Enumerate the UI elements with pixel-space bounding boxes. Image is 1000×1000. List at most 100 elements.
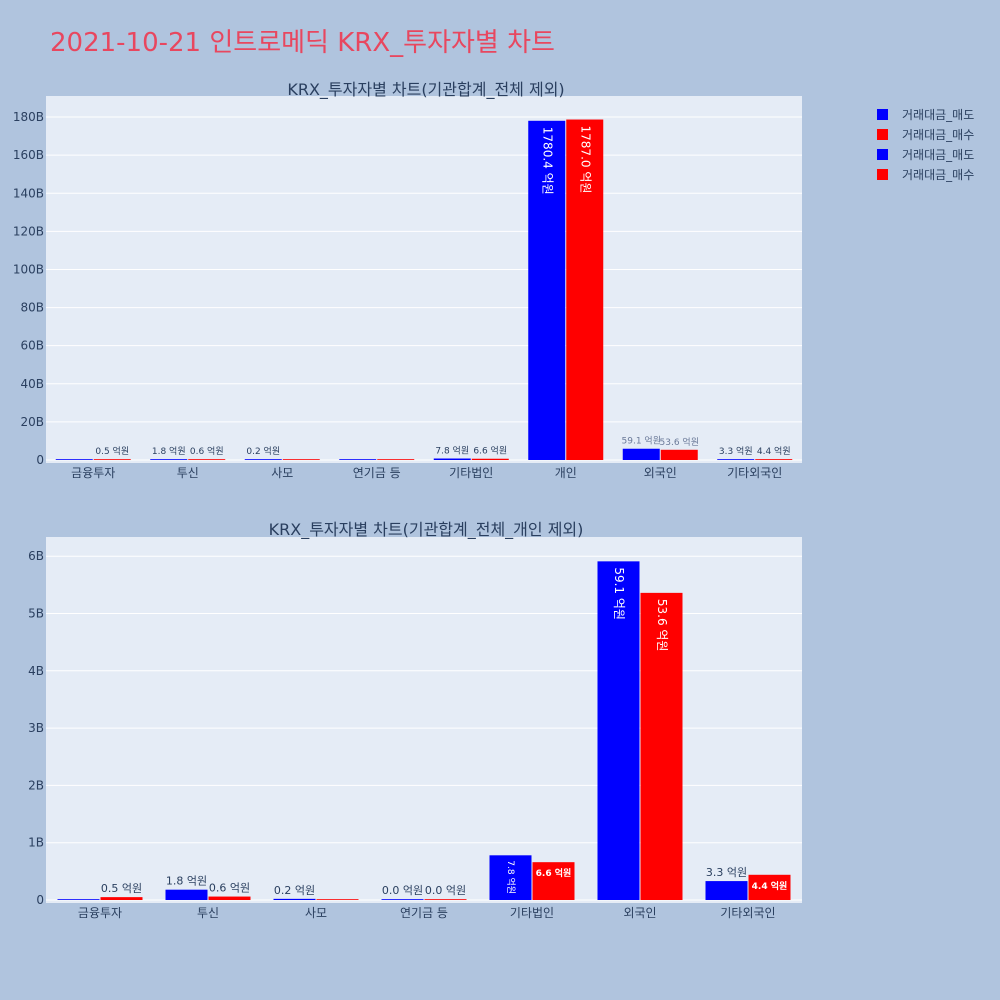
bar-label: 59.1 억원 [612,567,626,620]
bar-sell [55,459,93,460]
bar-label: 53.6 억원 [660,436,699,448]
bar-sell [528,120,566,460]
chart-2: 0 1B 2B 3B 4B 5B 6B KRX_투자자별 차트(기관합계_전체_개인 제외) 금… [28,520,802,920]
bar-sell [597,561,640,900]
y-tick-label: 120B [13,224,44,238]
bar-buy [566,119,604,460]
y-tick-label: 6B [28,549,44,563]
bar-sell [489,855,532,900]
bar-label: 0.5 억원 [95,445,129,457]
bar-buy [316,899,359,900]
legend-item[interactable]: 거래대금_매도 [902,108,974,122]
bar-buy [660,449,698,460]
chart-title: KRX_투자자별 차트(기관합계_전체_개인 제외) [269,520,584,540]
y-tick-label: 4B [28,664,44,678]
bar-sell [339,459,377,460]
chart-1: 0 20B 40B 60B 80B 100B 120B 140B 160B 180B KRX_투자자… [13,80,802,480]
x-tick-label: 금융투자 [78,906,122,920]
bar-label: 0.6 억원 [190,445,224,457]
bar-sell [622,448,660,460]
legend-item[interactable]: 거래대금_매수 [902,128,974,142]
bar-sell [381,899,424,900]
bar-buy [188,459,226,460]
y-tick-label: 60B [20,339,44,353]
bar-label: 4.4 억원 [752,880,788,892]
x-tick-label: 개인 [555,466,577,480]
bar-label: 6.6 억원 [536,867,572,879]
y-tick-label: 1B [28,836,44,850]
bar-label: 7.8 억원 [505,860,517,894]
y-tick-label: 3B [28,721,44,735]
legend-swatch [877,149,888,160]
bar-buy [93,459,131,460]
y-tick-label: 80B [20,301,44,315]
page-title: 2021-10-21 인트로메딕 KRX_투자자별 차트 [50,28,555,58]
bar-label: 0.0 억원 [382,884,423,897]
bar-buy [282,459,320,460]
bar-sell [150,459,188,460]
y-tick-label: 140B [13,186,44,200]
y-tick-label: 40B [20,377,44,391]
bar-sell [57,899,100,900]
plot-area [46,537,802,903]
bar-label: 0.2 억원 [274,884,315,897]
legend-item[interactable]: 거래대금_매도 [902,148,974,162]
x-tick-label: 투신 [197,906,219,920]
bar-label: 6.6 억원 [473,445,507,457]
bar-sell [705,881,748,900]
x-tick-label: 외국인 [623,906,656,920]
y-tick-label: 0 [36,893,44,907]
bar-label: 1.8 억원 [166,875,207,888]
bar-buy [640,592,683,900]
legend-swatch [877,169,888,180]
bar-buy [748,874,791,900]
bar-label: 1780.4 억원 [540,127,554,195]
bar-buy [208,896,251,900]
bar-label: 3.3 억원 [719,445,753,457]
bar-label: 0.6 억원 [209,882,250,895]
y-tick-label: 20B [20,415,44,429]
bar-sell [165,889,208,900]
x-tick-label: 금융투자 [71,466,115,480]
x-tick-label: 사모 [305,906,327,920]
x-tick-label: 기타외국인 [720,906,775,920]
y-tick-label: 2B [28,778,44,792]
bar-label: 3.3 억원 [706,866,747,879]
bar-sell [273,898,316,900]
y-tick-label: 160B [13,148,44,162]
y-tick-label: 5B [28,606,44,620]
bar-label: 53.6 억원 [655,599,669,652]
bar-buy [424,899,467,900]
bar-sell [433,458,471,460]
bar-label: 0.5 억원 [101,882,142,895]
x-tick-label: 연기금 등 [400,906,448,920]
bar-label: 7.8 억원 [435,445,469,457]
bar-label: 0.0 억원 [425,884,466,897]
bar-buy [377,459,415,460]
legend-item[interactable]: 거래대금_매수 [902,168,974,182]
x-tick-label: 기타법인 [449,466,493,480]
bar-buy [471,458,509,460]
legend-swatch [877,109,888,120]
bar-label: 0.2 억원 [246,445,280,457]
bar-buy [100,897,143,900]
bar-sell [717,459,755,460]
bar-sell [244,459,282,460]
legend-swatch [877,129,888,140]
bar-label: 1787.0 억원 [578,126,592,194]
x-tick-label: 사모 [271,466,293,480]
bar-label: 4.4 억원 [757,445,791,457]
x-tick-label: 연기금 등 [353,466,401,480]
x-tick-label: 투신 [177,466,199,480]
x-tick-label: 외국인 [644,466,677,480]
bar-buy [755,459,793,460]
y-tick-label: 100B [13,262,44,276]
x-tick-label: 기타법인 [510,906,554,920]
bar-buy [532,862,575,900]
chart-title: KRX_투자자별 차트(기관합계_전체 제외) [287,80,564,100]
y-tick-label: 0 [36,453,44,467]
x-tick-label: 기타외국인 [727,466,782,480]
plot-area [46,96,802,463]
